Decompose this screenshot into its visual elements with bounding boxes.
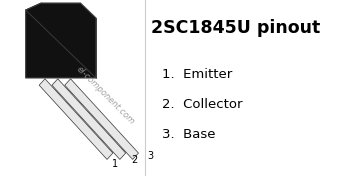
Text: 2: 2 <box>131 155 138 165</box>
Text: 3: 3 <box>147 151 153 161</box>
Text: 2SC1845U pinout: 2SC1845U pinout <box>151 19 320 37</box>
Polygon shape <box>39 79 113 159</box>
Polygon shape <box>26 3 96 78</box>
Text: 3.  Base: 3. Base <box>161 128 215 142</box>
Text: 1.  Emitter: 1. Emitter <box>161 68 232 81</box>
Text: 2.  Collector: 2. Collector <box>161 99 242 112</box>
Polygon shape <box>65 79 138 159</box>
Polygon shape <box>52 79 126 159</box>
Text: 1: 1 <box>111 159 118 169</box>
Text: el-component.com: el-component.com <box>74 64 136 126</box>
